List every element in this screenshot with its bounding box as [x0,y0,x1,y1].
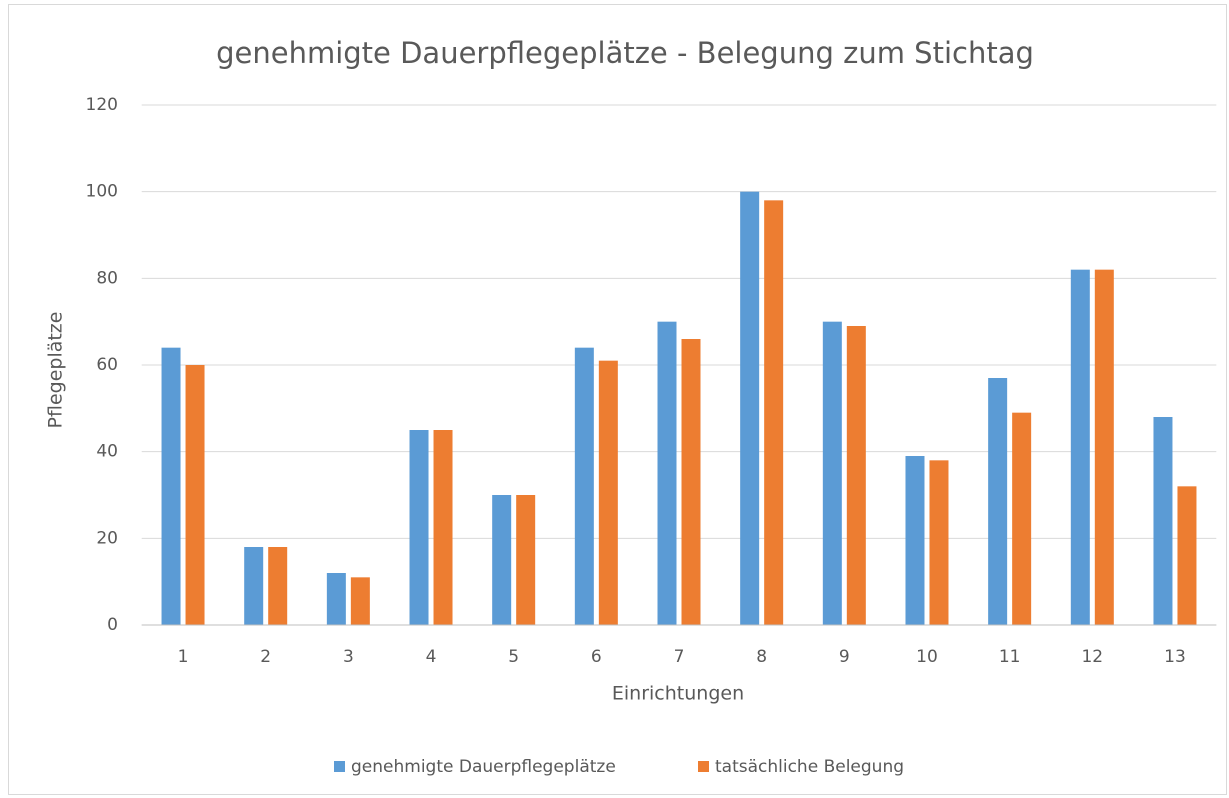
legend-swatch [334,761,345,772]
y-tick-label: 60 [96,355,118,375]
bar [268,547,288,625]
x-tick-label: 10 [916,647,938,667]
x-tick-label: 4 [426,647,437,667]
y-tick-label: 120 [86,95,118,115]
y-tick-label: 40 [96,442,118,462]
y-axis-label: Pflegeplätze [45,312,67,429]
x-tick-label: 3 [343,647,354,667]
chart-title: genehmigte Dauerpflegeplätze - Belegung … [216,36,1034,70]
bar [1177,486,1197,625]
bar [740,191,760,625]
bar [929,460,949,625]
legend-label: genehmigte Dauerpflegeplätze [351,757,616,777]
bar [681,339,701,625]
bar [409,430,429,625]
bar [326,573,346,625]
bar [822,321,842,625]
x-tick-label: 9 [839,647,850,667]
x-tick-label: 1 [178,647,189,667]
x-tick-label: 8 [756,647,767,667]
x-tick-label: 7 [674,647,685,667]
bar [492,495,512,625]
bar [905,456,925,625]
bar [350,577,370,625]
x-tick-label: 11 [999,647,1021,667]
bar [657,321,677,625]
bar [1094,269,1114,625]
bar [516,495,536,625]
bar [574,347,594,625]
bar [1070,269,1090,625]
bar [988,378,1008,625]
x-tick-label: 6 [591,647,602,667]
x-tick-label: 13 [1164,647,1186,667]
bar [433,430,453,625]
x-tick-label: 2 [260,647,271,667]
bar [598,360,618,625]
bar [764,200,784,626]
y-tick-label: 20 [96,528,118,548]
bar [244,547,264,625]
y-tick-label: 100 [86,182,118,202]
x-tick-label: 5 [508,647,519,667]
bar [1012,412,1032,625]
bar [161,347,181,625]
legend-swatch [698,761,709,772]
legend-label: tatsächliche Belegung [715,757,904,777]
y-tick-label: 0 [107,615,118,635]
bar [846,326,866,625]
bar [185,365,205,625]
y-tick-label: 80 [96,268,118,288]
bar [1153,417,1173,625]
x-axis-label: Einrichtungen [612,683,744,705]
x-tick-label: 12 [1081,647,1103,667]
